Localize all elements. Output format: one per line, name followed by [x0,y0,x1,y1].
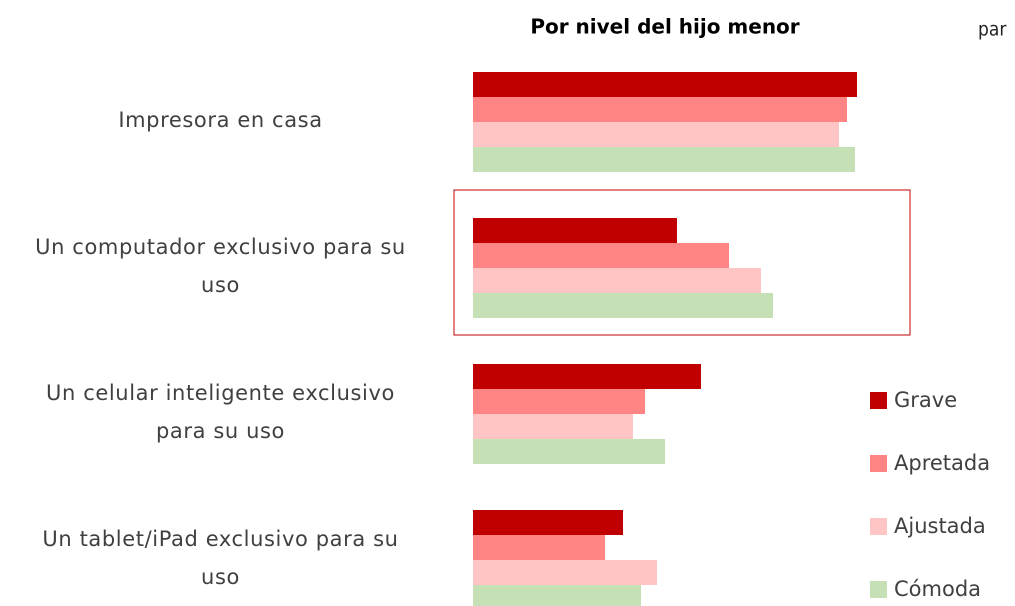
bar [473,364,701,389]
bar [473,439,665,464]
legend-swatch [870,392,887,409]
legend-swatch [870,518,887,535]
bar [473,585,641,606]
bar [473,218,677,243]
bar [473,72,857,97]
bar [473,147,855,172]
category-label: Un tablet/iPad exclusivo para su uso [42,527,399,589]
chart-title: Por nivel del hijo menor [530,15,799,39]
legend-label: Apretada [894,451,990,475]
highlight-box [453,189,911,336]
bar [473,243,729,268]
category-label: Un celular inteligente exclusivo para su… [46,381,395,443]
legend-swatch [870,455,887,472]
bar [473,268,761,293]
note: par [978,19,1007,41]
bar [473,560,657,585]
bar [473,535,605,560]
legend-label: Cómoda [894,577,981,601]
legend-swatch [870,581,887,598]
bar [473,293,773,318]
category-label: Impresora en casa [118,108,323,132]
legend-label: Grave [894,388,957,412]
category-label: Un computador exclusivo para su uso [35,235,406,297]
legend-label: Ajustada [894,514,986,538]
bar [473,414,633,439]
bar [473,122,839,147]
bar [473,97,847,122]
bar [473,510,623,535]
bar [473,389,645,414]
